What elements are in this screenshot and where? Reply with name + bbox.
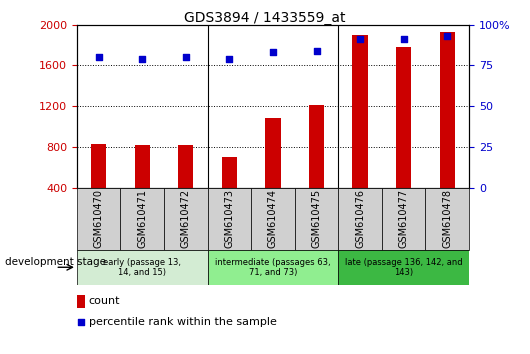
Text: GSM610472: GSM610472 (181, 189, 191, 248)
Text: early (passage 13,
14, and 15): early (passage 13, 14, and 15) (103, 258, 181, 277)
Text: count: count (89, 296, 120, 306)
Point (400, 36, 408, 42)
Point (94, 55, 103, 60)
Bar (135, 145, 150, 188)
Text: GDS3894 / 1433559_at: GDS3894 / 1433559_at (184, 11, 346, 25)
Bar (178, 145, 193, 188)
Bar (164, 188, 208, 250)
Bar (120, 188, 164, 250)
Point (182, 55, 190, 60)
Text: GSM610473: GSM610473 (224, 189, 234, 248)
Point (269, 50, 277, 55)
Bar (338, 188, 382, 250)
Bar (396, 47, 411, 188)
Bar (77, 250, 208, 285)
Point (76, 319, 85, 325)
Point (138, 56, 146, 62)
Bar (440, 32, 455, 188)
Text: GSM610478: GSM610478 (442, 189, 452, 248)
Bar (266, 118, 280, 188)
Text: GSM610474: GSM610474 (268, 189, 278, 248)
Point (443, 33, 452, 39)
Bar (208, 188, 251, 250)
Bar (352, 35, 368, 188)
Point (356, 36, 364, 42)
Text: intermediate (passages 63,
71, and 73): intermediate (passages 63, 71, and 73) (215, 258, 331, 277)
Text: percentile rank within the sample: percentile rank within the sample (89, 316, 277, 327)
Point (312, 48, 321, 54)
Bar (338, 250, 469, 285)
Bar (251, 188, 295, 250)
Bar (382, 188, 426, 250)
Bar (426, 188, 469, 250)
Text: GSM610476: GSM610476 (355, 189, 365, 248)
Bar (91, 144, 106, 188)
Point (225, 56, 234, 62)
Bar (309, 105, 324, 188)
Text: GSM610471: GSM610471 (137, 189, 147, 248)
Text: development stage: development stage (5, 257, 107, 267)
Text: GSM610477: GSM610477 (399, 189, 409, 248)
Bar (77, 295, 85, 308)
Text: late (passage 136, 142, and
143): late (passage 136, 142, and 143) (345, 258, 463, 277)
Text: GSM610475: GSM610475 (312, 189, 322, 248)
Bar (77, 188, 120, 250)
Text: GSM610470: GSM610470 (94, 189, 104, 248)
Bar (208, 250, 338, 285)
Bar (222, 157, 237, 188)
Bar (295, 188, 338, 250)
